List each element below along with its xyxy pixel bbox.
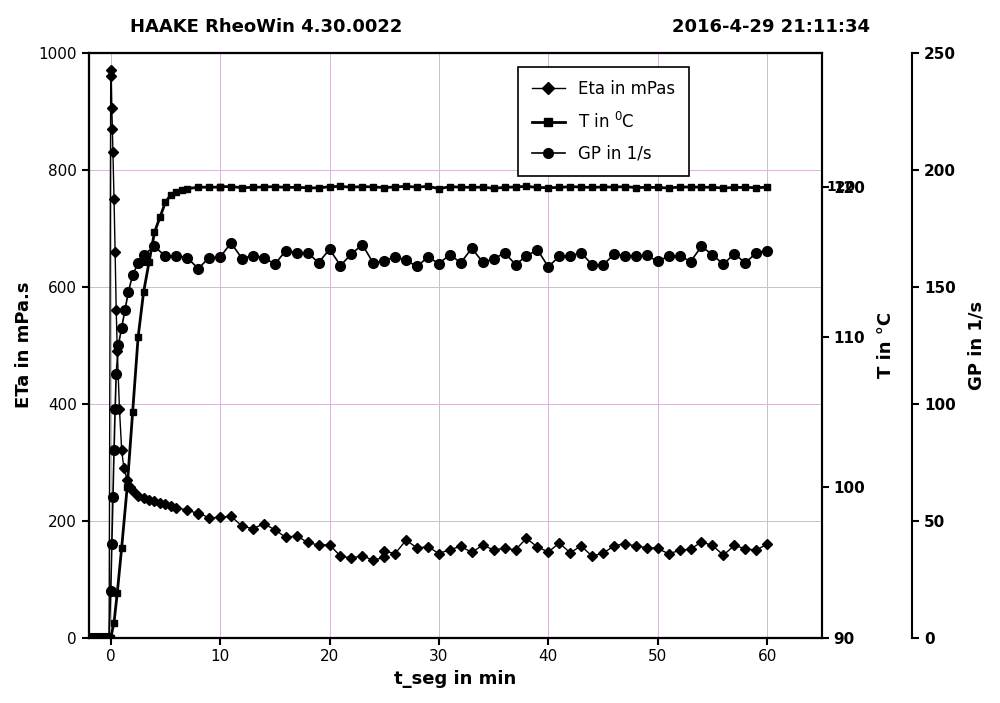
GP in 1/s xyxy=(761,246,773,254)
T in $^0$C xyxy=(127,408,139,417)
Line: Eta in mPas: Eta in mPas xyxy=(88,67,771,641)
Eta in mPas xyxy=(761,540,773,548)
T in $^0$C xyxy=(280,183,292,192)
T in $^0$C xyxy=(761,183,773,191)
Eta in mPas xyxy=(334,552,346,560)
Line: GP in 1/s: GP in 1/s xyxy=(86,238,772,643)
Eta in mPas xyxy=(85,633,97,642)
Text: 120: 120 xyxy=(826,180,855,194)
Eta in mPas xyxy=(531,543,543,551)
X-axis label: t_seg in min: t_seg in min xyxy=(394,670,516,688)
GP in 1/s xyxy=(575,249,587,257)
T in $^0$C xyxy=(531,183,543,192)
Y-axis label: GP in 1/s: GP in 1/s xyxy=(967,301,985,389)
T in $^0$C xyxy=(99,633,111,642)
GP in 1/s xyxy=(520,252,532,260)
Eta in mPas xyxy=(92,633,104,642)
Eta in mPas xyxy=(258,520,270,528)
Y-axis label: T in °C: T in °C xyxy=(877,312,895,378)
Text: HAAKE RheoWin 4.30.0022: HAAKE RheoWin 4.30.0022 xyxy=(130,18,402,36)
GP in 1/s xyxy=(110,370,122,379)
T in $^0$C xyxy=(345,183,357,191)
Eta in mPas xyxy=(105,66,117,75)
Y-axis label: ETa in mPa.s: ETa in mPa.s xyxy=(15,282,33,408)
T in $^0$C xyxy=(422,182,434,191)
GP in 1/s xyxy=(93,633,105,642)
Legend: Eta in mPas, T in $^0$C, GP in 1/s: Eta in mPas, T in $^0$C, GP in 1/s xyxy=(518,67,689,176)
Line: T in $^0$C: T in $^0$C xyxy=(88,183,771,641)
GP in 1/s xyxy=(85,633,97,642)
GP in 1/s xyxy=(105,586,117,595)
Eta in mPas xyxy=(88,633,100,642)
GP in 1/s xyxy=(411,262,423,271)
Text: 2016-4-29 21:11:34: 2016-4-29 21:11:34 xyxy=(672,18,870,36)
T in $^0$C xyxy=(85,633,97,642)
Eta in mPas xyxy=(111,347,123,355)
T in $^0$C xyxy=(203,183,215,191)
GP in 1/s xyxy=(225,239,237,247)
